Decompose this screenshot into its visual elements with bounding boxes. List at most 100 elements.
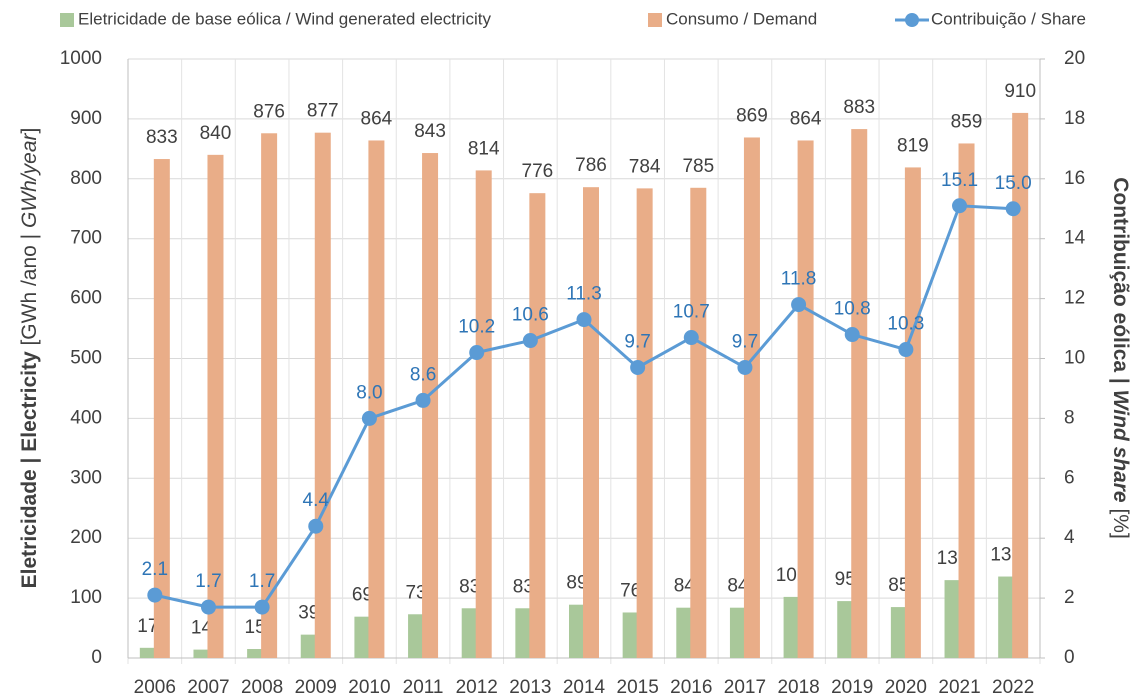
bar [314,132,331,658]
bar [690,187,707,658]
bar-label: 883 [843,97,875,118]
y2-tick-label: 12 [1064,288,1085,309]
x-tick-label: 2022 [992,677,1034,698]
share-point [952,198,968,214]
legend-label: Contribuição / Share [931,9,1086,28]
bar-label: 784 [629,156,661,177]
bar [583,187,599,658]
bar [247,649,264,658]
bar-label: 786 [575,155,607,176]
x-tick-label: 2006 [134,677,176,698]
y-label-part: GWh/year [18,132,41,228]
share-label: 10.6 [512,305,549,326]
x-tick-label: 2016 [670,677,712,698]
share-label: 11.8 [781,269,817,290]
bar [783,596,800,658]
share-point [200,599,216,615]
bar-label: 877 [307,101,339,122]
y-tick-label: 0 [91,647,102,668]
x-tick-label: 2021 [938,677,980,698]
bar-label: 89 [566,573,587,594]
share-point [254,599,270,615]
share-label: 10.7 [673,302,710,323]
bar-label: 869 [736,105,768,126]
bar [354,616,371,658]
bar-label: 95 [835,569,856,590]
share-label: 4.4 [303,490,330,511]
y-label-part: Eletricidade | Electricity [18,351,41,588]
bar-label: 85 [888,575,909,596]
legend-label: Consumo / Demand [666,9,817,28]
bar-label: 76 [620,580,641,601]
x-tick-label: 2012 [456,677,498,698]
bar [797,140,814,659]
bar [729,607,746,658]
bar [475,170,492,658]
bar [422,153,439,658]
y2-tick-label: 20 [1064,48,1085,69]
share-point [898,342,914,358]
share-label: 8.0 [356,382,382,403]
y-axis-label: Eletricidade | Electricity [GWh /ano | G… [18,128,41,589]
y-tick-label: 1000 [60,48,102,69]
share-label: 11.3 [566,284,602,305]
share-point [630,359,646,375]
bar-label: 785 [682,156,714,177]
share-label: 15.0 [995,173,1032,194]
y-tick-label: 200 [70,527,102,548]
y-tick-label: 800 [70,168,102,189]
share-point [791,297,807,313]
share-point [415,392,431,408]
share-label: 10.3 [887,314,924,335]
bar-label: 83 [459,576,480,597]
bar [636,188,653,658]
x-tick-label: 2015 [617,677,659,698]
y-tick-label: 100 [70,587,102,608]
x-tick-label: 2014 [563,677,606,698]
bar-label: 819 [897,135,929,156]
y2-tick-label: 10 [1064,348,1085,369]
bar [515,608,532,658]
share-point [522,333,538,349]
legend-marker [905,13,919,27]
bar-label: 859 [951,111,983,132]
share-point [576,312,592,328]
share-label: 9.7 [624,332,650,353]
share-label: 9.7 [732,332,758,353]
y-tick-label: 500 [70,348,102,369]
bar [851,129,868,658]
bar-label: 84 [674,576,696,597]
share-point [361,410,377,426]
bar-label: 84 [727,576,749,597]
bar-label: 17 [137,616,158,637]
bar [261,133,278,658]
share-label: 10.8 [834,299,871,320]
share-point [147,587,163,603]
x-tick-label: 2018 [777,677,819,698]
y-tick-label: 700 [70,228,102,249]
share-point [469,345,485,361]
x-tick-label: 2009 [295,677,337,698]
bar [1012,112,1029,658]
y2-tick-label: 4 [1064,527,1075,548]
y-label-part: [GWh /ano | [18,228,41,351]
bar-label: 814 [468,138,500,159]
share-label: 1.7 [249,571,275,592]
share-point [844,327,860,343]
share-point [308,518,324,534]
x-tick-label: 2011 [403,677,444,698]
bar-label: 14 [191,618,213,639]
bar [890,607,907,658]
y-tick-label: 400 [70,407,102,428]
y2-tick-label: 14 [1064,228,1086,249]
y-label-part: ] [18,128,41,134]
y2-label-part: Wind share [1109,390,1132,503]
x-tick-label: 2017 [724,677,766,698]
bar [569,604,585,658]
bar [958,143,975,659]
share-point [737,359,753,375]
bar [676,607,693,658]
bar [998,576,1015,658]
bar-label: 39 [298,603,319,624]
bar [743,137,760,658]
